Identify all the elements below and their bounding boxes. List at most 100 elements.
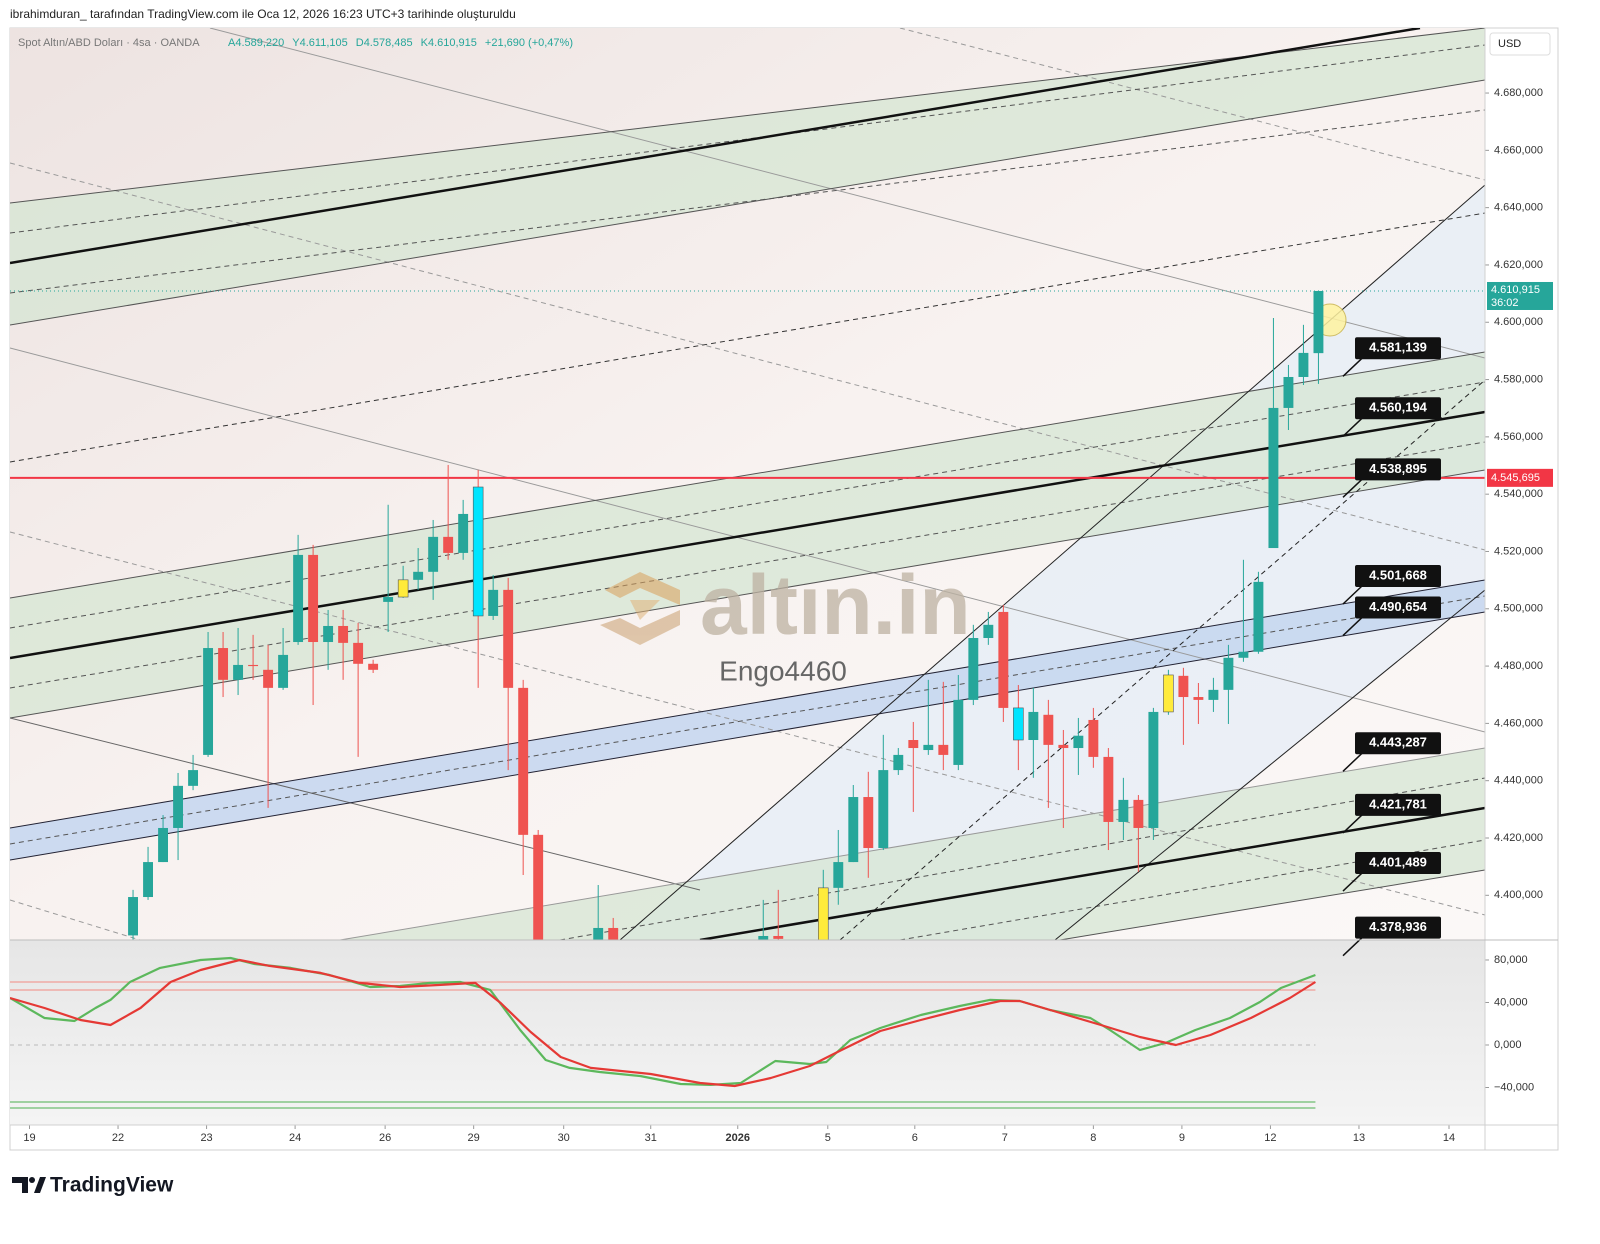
- candle-body: [1043, 714, 1054, 745]
- candle-body: [278, 654, 289, 688]
- band-fill: [10, 28, 1485, 325]
- x-tick-label: 6: [912, 1132, 918, 1144]
- oscillator-line: [10, 956, 1316, 1086]
- callout-box: [1355, 596, 1441, 619]
- callout-leader: [1342, 814, 1363, 834]
- candle-body: [773, 935, 784, 939]
- candle-body: [1238, 651, 1249, 658]
- candles: [10, 290, 1485, 940]
- x-tick-label: 26: [379, 1132, 391, 1144]
- band-axis: [700, 808, 1485, 940]
- callout-label: 4.581,139: [1369, 340, 1427, 355]
- y-tick-label: −40,000: [1494, 1081, 1534, 1093]
- channel-line: [1055, 590, 1485, 940]
- x-tick-label: 31: [645, 1132, 657, 1144]
- y-tick-label: 4.480,000: [1494, 660, 1543, 672]
- candle-body: [1118, 799, 1129, 822]
- x-tick-label: 2026: [726, 1132, 750, 1144]
- y-tick-label: 4.440,000: [1494, 775, 1543, 787]
- candle-body: [428, 536, 439, 572]
- x-tick-label: 23: [200, 1132, 212, 1144]
- y-tick-label: 4.520,000: [1494, 545, 1543, 557]
- candle-body: [263, 669, 274, 688]
- candle-body: [1208, 689, 1219, 700]
- band-mid: [10, 110, 1485, 293]
- callout-box: [1355, 565, 1441, 588]
- legend-value: A4.589,220: [228, 37, 284, 49]
- y-tick-label: 4.460,000: [1494, 717, 1543, 729]
- candle-body: [383, 597, 394, 602]
- callout-label: 4.538,895: [1369, 461, 1427, 476]
- y-tick-label: 40,000: [1494, 996, 1528, 1008]
- candle-body: [818, 887, 829, 940]
- candle-body: [1103, 756, 1114, 822]
- x-tick-label: 8: [1090, 1132, 1096, 1144]
- candle-body: [998, 611, 1009, 708]
- candle-body: [863, 797, 874, 849]
- candle-body: [518, 687, 529, 835]
- drawings: [10, 28, 1485, 940]
- y-tick-label: 4.420,000: [1494, 832, 1543, 844]
- callout-box: [1355, 732, 1441, 755]
- candle-body: [158, 827, 169, 863]
- y-tick-label: 4.560,000: [1494, 431, 1543, 443]
- candle-body: [503, 589, 514, 688]
- callout-label: 4.443,287: [1369, 735, 1427, 750]
- x-tick-label: 13: [1353, 1132, 1365, 1144]
- band-mid: [10, 45, 1485, 233]
- legend-value: K4.610,915: [421, 37, 477, 49]
- x-tick-label: 7: [1002, 1132, 1008, 1144]
- price-badge: [1487, 468, 1553, 487]
- candle-body: [218, 648, 229, 680]
- y-tick-label: 4.680,000: [1494, 87, 1543, 99]
- candle-body: [1148, 711, 1159, 828]
- band-mid: [560, 778, 1485, 940]
- callout-leader: [1342, 357, 1363, 377]
- candle-body: [893, 754, 904, 771]
- candle-body: [1223, 657, 1234, 690]
- trend-line: [10, 532, 1485, 915]
- candle-body: [1163, 674, 1174, 713]
- callout-leader: [1342, 478, 1363, 498]
- callout-leader: [1342, 752, 1363, 772]
- candle-body: [338, 625, 349, 643]
- callout-leader: [1342, 937, 1363, 957]
- callout-leader: [1342, 417, 1363, 437]
- band-edge: [1060, 870, 1485, 940]
- candle-body: [1193, 697, 1204, 700]
- callout-leader: [1342, 872, 1363, 892]
- symbol: Spot Altın/ABD Doları · 4sa · OANDA: [18, 37, 200, 49]
- x-tick-label: 22: [112, 1132, 124, 1144]
- candle-body: [923, 744, 934, 751]
- x-tick-label: 30: [558, 1132, 570, 1144]
- candle-body: [488, 589, 499, 616]
- candle-body: [1298, 352, 1309, 377]
- trend-line: [10, 900, 140, 940]
- y-tick-label: 4.400,000: [1494, 889, 1543, 901]
- candle-body: [1313, 290, 1324, 354]
- author: Engo4460: [719, 655, 847, 686]
- candle-body: [353, 642, 364, 664]
- candle-body: [833, 862, 844, 888]
- brand: TradingView: [50, 1174, 174, 1197]
- callout-box: [1355, 458, 1441, 481]
- candle-body: [323, 625, 334, 643]
- candle-body: [458, 513, 469, 553]
- callout-leader: [1342, 585, 1363, 605]
- callout-box: [1355, 397, 1441, 420]
- x-tick-label: 9: [1179, 1132, 1185, 1144]
- callout-box: [1355, 852, 1441, 875]
- attribution: ibrahimduran_ tarafından TradingView.com…: [10, 7, 516, 21]
- price-badge: [1487, 281, 1553, 310]
- callout-label: 4.560,194: [1369, 400, 1428, 415]
- candle-body: [293, 554, 304, 643]
- candle-body: [533, 834, 544, 940]
- candle-body: [908, 740, 919, 749]
- y-tick-label: 4.640,000: [1494, 202, 1543, 214]
- trend-line: [900, 28, 1485, 180]
- price-badge-label: 4.545,695: [1491, 472, 1540, 484]
- x-tick-label: 14: [1443, 1132, 1455, 1144]
- callout-box: [1355, 916, 1441, 939]
- x-tick-label: 12: [1264, 1132, 1276, 1144]
